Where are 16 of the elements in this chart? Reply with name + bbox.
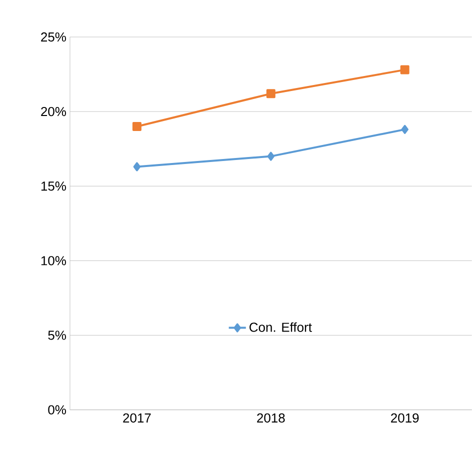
point [132, 122, 142, 132]
point [401, 125, 408, 134]
y-tick-label: 10% [41, 256, 66, 266]
y-tick-label: 25% [41, 32, 66, 42]
y-tick-label: 0% [48, 405, 66, 415]
y-tick-label: 20% [41, 107, 66, 116]
y-tick-label: 15% [41, 182, 66, 191]
x-tick-label: 2019 [391, 413, 419, 423]
point [133, 162, 141, 172]
point [266, 89, 276, 98]
y-tick-label: 5% [48, 330, 66, 340]
point [400, 65, 410, 74]
point [267, 152, 275, 161]
legend-label: Con. Effort [250, 322, 312, 332]
x-tick-label: 2018 [257, 413, 285, 423]
x-tick-label: 2017 [123, 413, 151, 423]
